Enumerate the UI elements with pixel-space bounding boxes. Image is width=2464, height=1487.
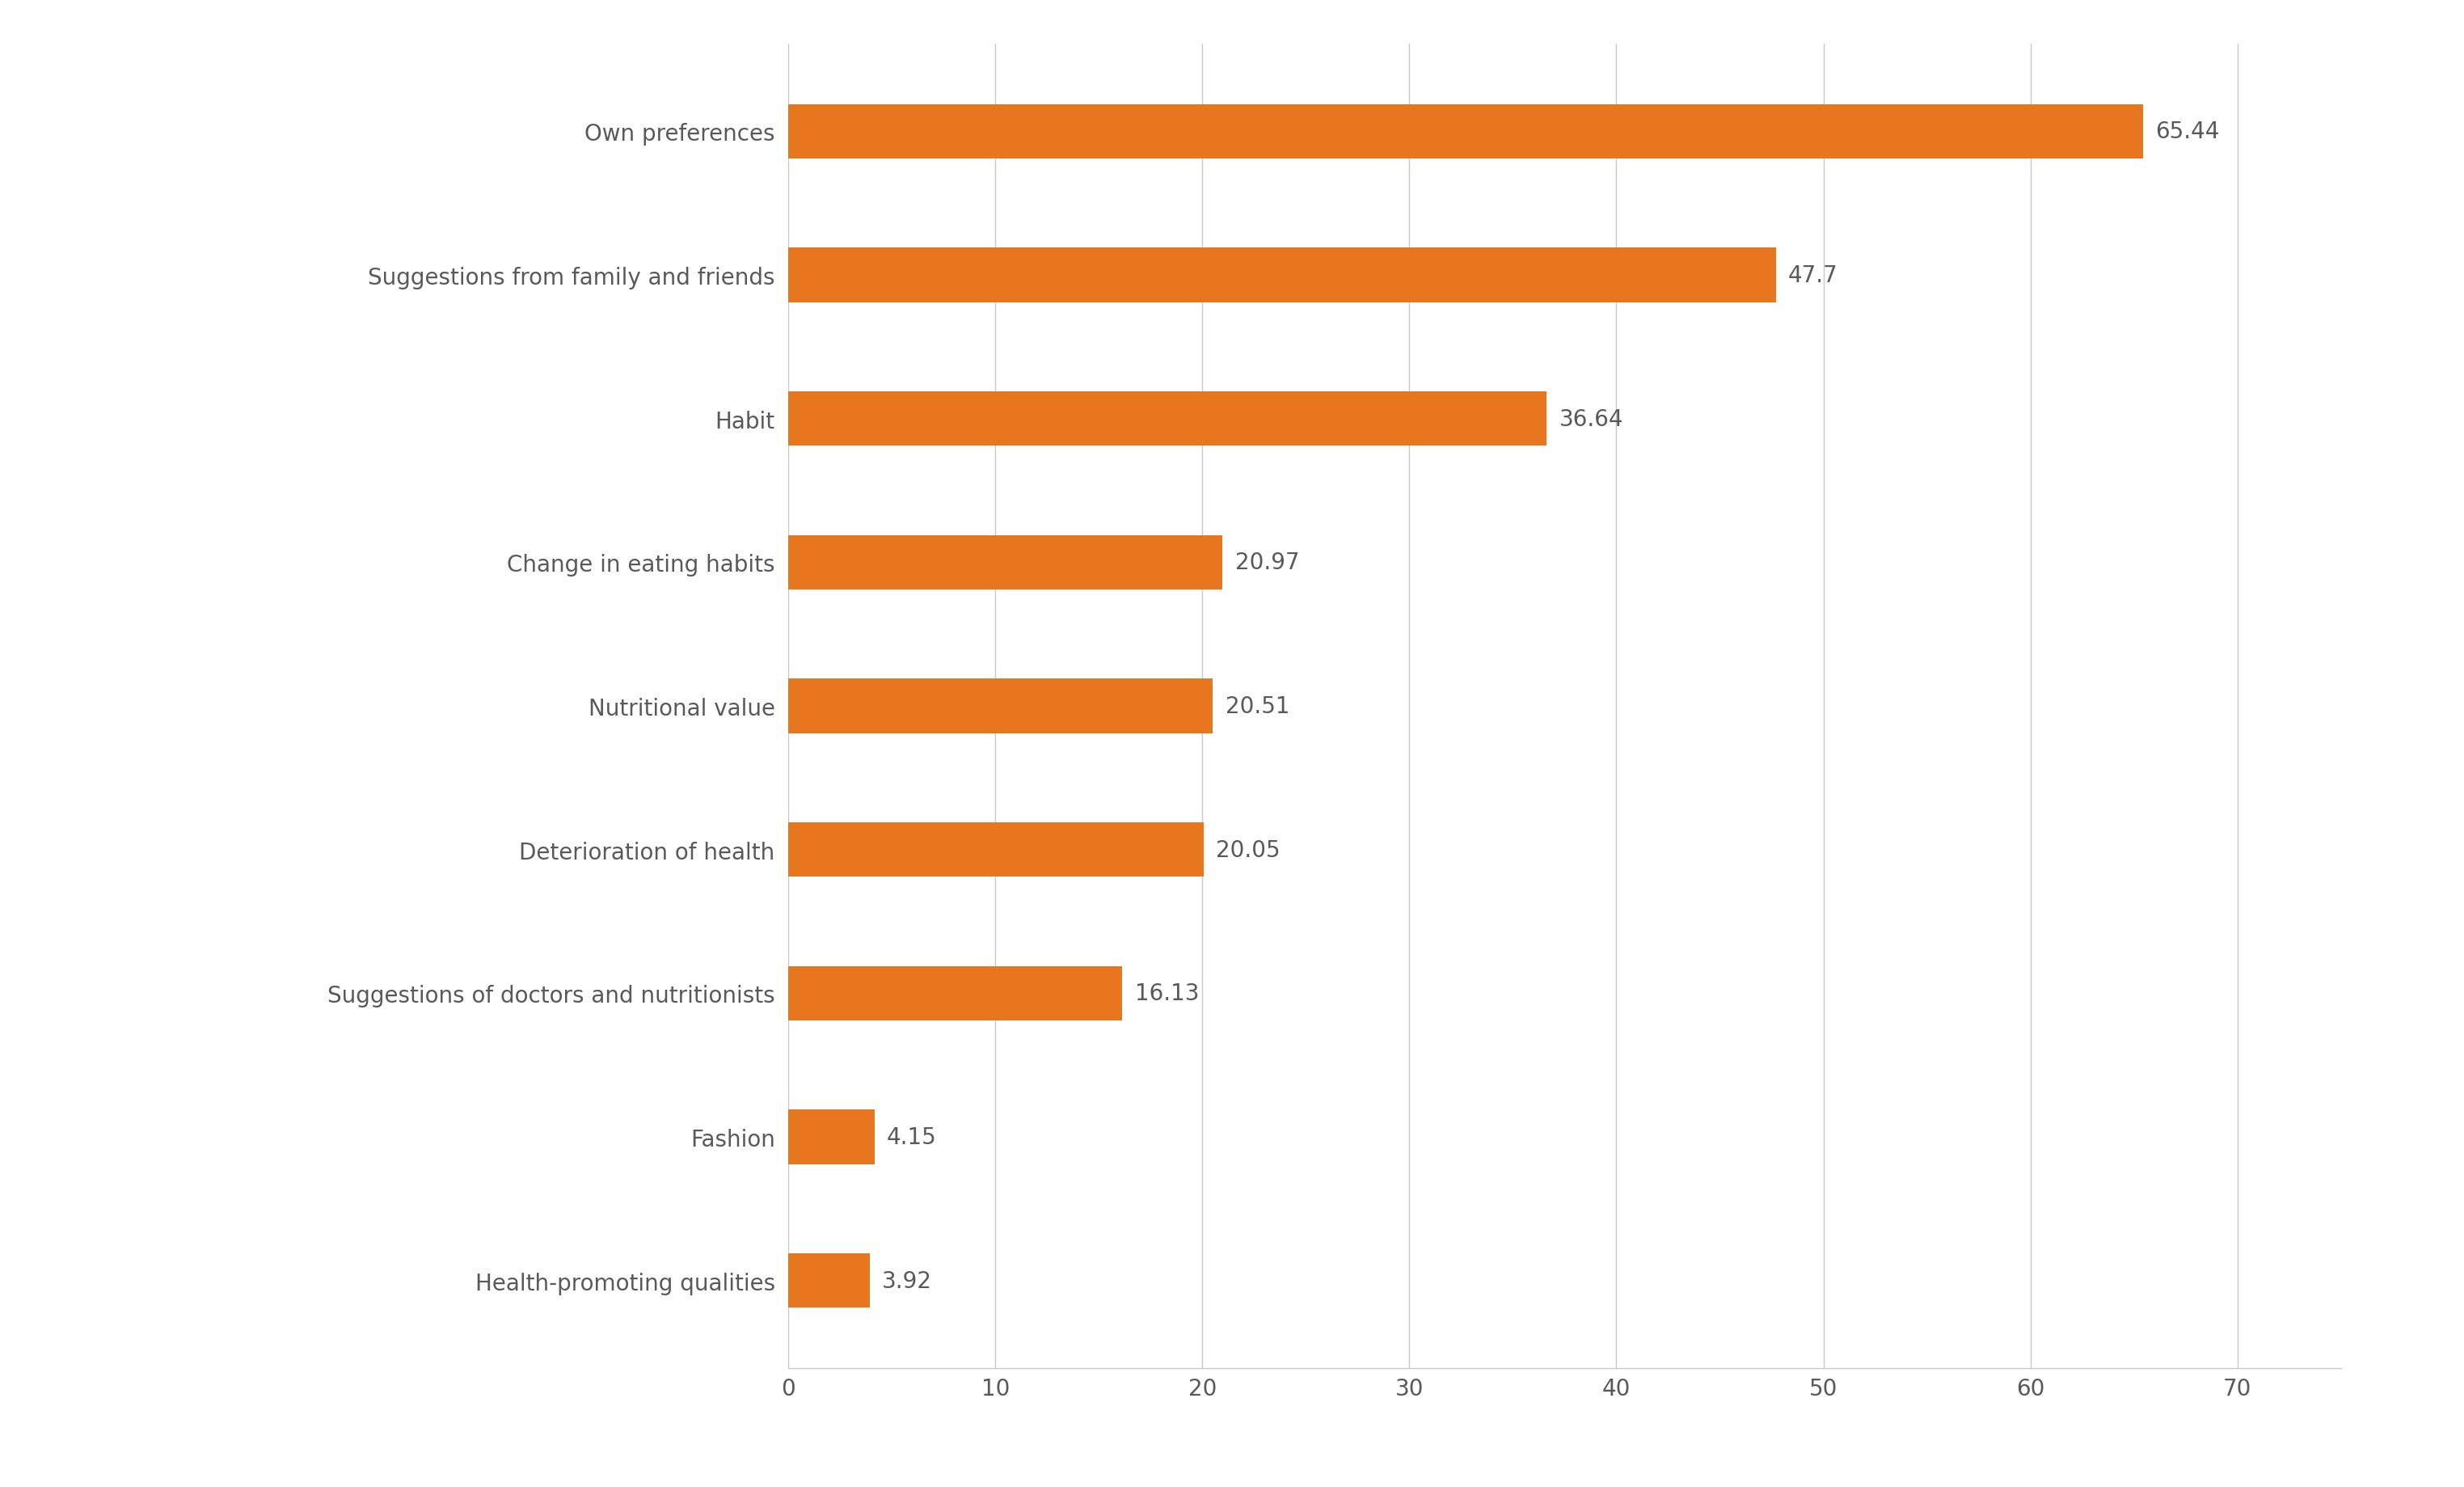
Text: 20.51: 20.51 [1225, 694, 1289, 718]
Text: 20.97: 20.97 [1234, 552, 1299, 574]
Text: 16.13: 16.13 [1136, 981, 1200, 1005]
Text: 4.15: 4.15 [887, 1126, 936, 1148]
Bar [788, 104, 2144, 159]
Bar [788, 535, 1222, 590]
Bar [788, 967, 1121, 1020]
Text: 20.05: 20.05 [1215, 839, 1281, 861]
Bar [788, 680, 1212, 733]
Text: 3.92: 3.92 [882, 1270, 931, 1292]
Bar [788, 1109, 875, 1164]
Text: 36.64: 36.64 [1560, 407, 1624, 431]
Bar [788, 248, 1777, 303]
Text: 47.7: 47.7 [1789, 265, 1838, 287]
Text: 65.44: 65.44 [2156, 120, 2220, 143]
Bar [788, 822, 1202, 877]
Bar [788, 393, 1547, 446]
Bar [788, 1254, 870, 1309]
